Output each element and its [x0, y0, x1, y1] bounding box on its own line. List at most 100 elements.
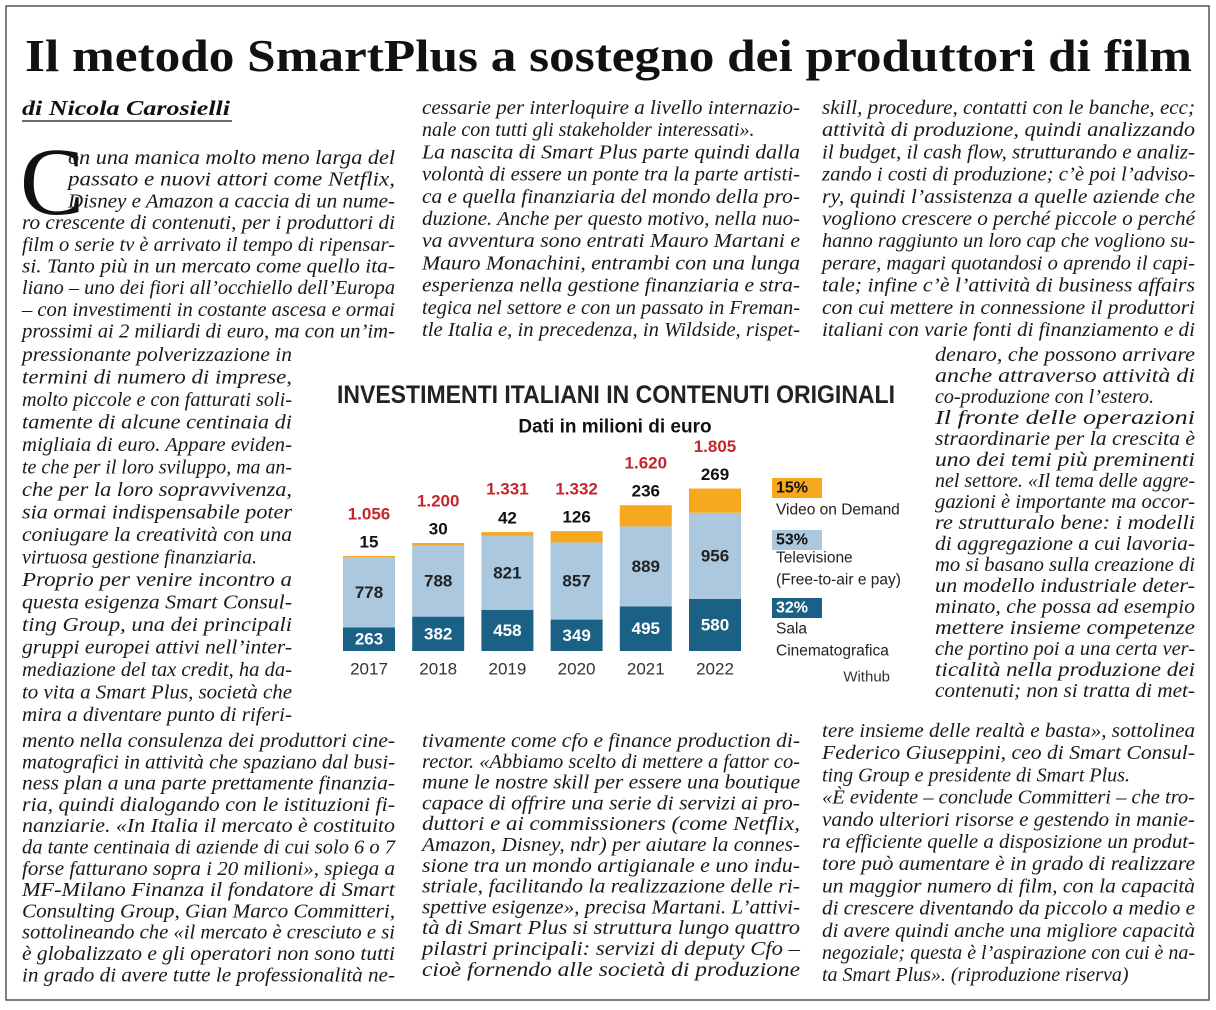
bar-segment: [619, 526, 672, 607]
article-line: Il fronte delle operazioni: [934, 407, 1195, 429]
article-line: vando ulteriori risorse e gestendo in ma…: [822, 809, 1195, 831]
bar-segment: [412, 543, 465, 546]
article-line: rector. «Abbiamo scelto di mettere a fat…: [422, 751, 800, 773]
x-tick-label: 2022: [696, 660, 734, 679]
article-line: di aggregazione a cui lavoria-: [935, 533, 1195, 555]
total-label: 1.620: [625, 454, 668, 473]
article-line: anche attraverso attività di: [935, 365, 1195, 387]
article-line: gruppi europei attivi nell’inter-: [22, 637, 292, 659]
article-line: tore può aumentare è in grado di realizz…: [822, 853, 1195, 875]
legend-share: 15%: [776, 480, 808, 497]
bar-segment: [619, 606, 672, 651]
article-line: va avventura sono entrati Mauro Martani …: [422, 230, 800, 252]
article-line: ria, quindi dialogando con le istituzion…: [22, 794, 395, 816]
article-line: ry, quindi l’assistenza a quelle aziende…: [822, 186, 1195, 208]
article-line: ting Group, una dei principali: [22, 614, 292, 636]
article-line: duzione. Anche per questo motivo, nella …: [422, 208, 800, 230]
article-line: virtuosa gestione finanziaria.: [22, 547, 257, 569]
article-line: contenuti; non si tratta di met-: [935, 680, 1195, 702]
article-line: to vita a Smart Plus, società che: [22, 682, 292, 704]
article-line: è globalizzato e gli operatori non sono …: [22, 943, 395, 965]
segment-label: 857: [562, 572, 590, 591]
bar-segment: [343, 557, 395, 628]
article-line: pressionante polverizzazione in: [20, 344, 292, 366]
segment-label: 30: [429, 520, 448, 539]
total-label: 1.200: [417, 492, 460, 511]
bar-segment: [689, 488, 741, 513]
article-line: nale con tutti gli stakeholder interessa…: [422, 119, 755, 141]
article-line: ness plan a una parte prettamente finanz…: [22, 773, 395, 795]
bar-segment: [689, 512, 741, 599]
article-line: liano – uno dei fiori all’occhiello dell…: [22, 277, 395, 299]
article-line: skill, procedure, contatti con le banche…: [822, 97, 1195, 119]
legend-label: Cinematografica: [776, 643, 889, 660]
article-line: perare, magari quotandosi o aprendo il c…: [820, 252, 1195, 274]
article-line: italiani con varie fonti di finanziament…: [822, 319, 1195, 341]
article-line: nel settore. «Il tema delle aggre-: [935, 470, 1195, 492]
article-line: si. Tanto più in un mercato come quello …: [22, 256, 395, 278]
bar-segment: [343, 555, 395, 558]
chart-source: Withub: [843, 669, 890, 686]
x-tick-label: 2017: [350, 660, 388, 679]
chart-subtitle: Dati in milioni di euro: [518, 417, 711, 438]
article-line: da tante centinaia di aziende di cui sol…: [22, 837, 396, 859]
drop-cap: C: [20, 128, 84, 235]
article-line: questa esigenza Smart Consul-: [22, 592, 292, 614]
article-line: forse fatturano sopra i 20 milioni», spi…: [22, 858, 395, 880]
article-line: sottolineando che «il mercato è cresciut…: [22, 922, 395, 944]
total-label: 1.056: [348, 504, 391, 523]
article-line: sia ormai indispensabile poter: [22, 502, 292, 524]
article-line: molto piccole e con fatturati soli-: [22, 389, 292, 411]
article-line: pilastri principali: servizi di deputy C…: [420, 938, 801, 960]
article-line: Disney e Amazon a caccia di un nume-: [67, 190, 395, 212]
segment-label: 889: [632, 557, 660, 576]
bar-segment: [689, 598, 741, 651]
byline: di Nicola Carosielli: [22, 96, 230, 120]
article-line: con cui mettere in connessione il produt…: [822, 297, 1195, 319]
x-tick-label: 2020: [558, 660, 596, 679]
legend-label: Sala: [776, 621, 807, 638]
article-line: ticalità nella produzione dei: [935, 659, 1195, 681]
bar-segment: [412, 545, 465, 617]
segment-label: 349: [562, 626, 590, 645]
article-line: mento nella consulenza dei produttori ci…: [22, 730, 395, 752]
segment-label: 458: [493, 621, 521, 640]
legend-swatch: [772, 530, 822, 550]
bar-segment: [550, 531, 603, 543]
article-line: La nascita di Smart Plus parte quindi da…: [421, 141, 800, 163]
segment-label: 788: [424, 572, 452, 591]
article-line: matografici in attività che spaziano dal…: [22, 751, 395, 773]
legend-label: Televisione: [776, 550, 853, 567]
segment-label: 778: [355, 583, 383, 602]
segment-label: 126: [562, 508, 590, 527]
article-line: coniugare la creatività con una: [22, 524, 292, 546]
article-line: ting Group e presidente di Smart Plus.: [822, 764, 1130, 786]
article-line: tere insieme delle realtà e basta», sott…: [822, 720, 1195, 742]
article-line: te che per il loro sviluppo, ma an-: [22, 457, 292, 479]
article-line: minato, che possa ad esempio: [935, 596, 1195, 618]
article-line: che per la loro sopravvivenza,: [22, 479, 292, 501]
article-line: zando i costi di produzione; c’è poi l’a…: [821, 164, 1195, 186]
article-line: in grado di avere tutte le professionali…: [22, 964, 395, 986]
article-line: cessarie per interloquire a livello inte…: [422, 97, 800, 119]
article-line: termini di numero di imprese,: [22, 367, 292, 389]
x-tick-label: 2021: [627, 660, 665, 679]
article-line: uno dei temi più preminenti: [935, 449, 1195, 471]
legend-swatch: [772, 478, 822, 498]
article-line: migliaia di euro. Appare eviden-: [22, 434, 292, 456]
legend-swatch: [772, 598, 822, 618]
article-line: attività di produzione, quindi analizzan…: [822, 119, 1195, 141]
segment-label: 382: [424, 624, 452, 643]
article-line: ta Smart Plus». (riproduzione riserva): [822, 964, 1129, 986]
bar-segment: [481, 535, 534, 610]
article-line: mira a diventare punto di riferi-: [22, 704, 292, 726]
headline: Il metodo SmartPlus a sostegno dei produ…: [25, 30, 1192, 81]
x-tick-label: 2018: [419, 660, 457, 679]
article-line: passato e nuovi attori come Netflix,: [66, 169, 395, 191]
article-line: cioè fornendo alle società di produzione: [422, 959, 800, 981]
segment-label: 580: [701, 615, 729, 634]
article-line: MF-Milano Finanza il fondatore di Smart: [21, 879, 396, 901]
article-line: mo si basano sulla creazione di: [935, 554, 1195, 576]
article-line: che portino poi a una certa ver-: [935, 638, 1195, 660]
